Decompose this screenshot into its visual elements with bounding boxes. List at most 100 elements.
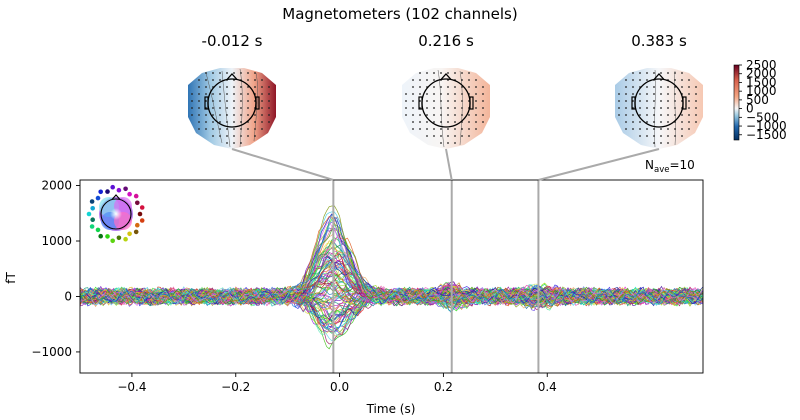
sensor-dot <box>240 135 242 137</box>
topomap-2-ear-left <box>418 96 423 110</box>
sensor-dot <box>660 121 662 123</box>
sensor-dot <box>426 128 428 130</box>
sensor-dot <box>447 114 449 116</box>
sensor-dot <box>219 107 221 109</box>
x-tick-label: −0.4 <box>117 380 146 394</box>
sensor-dot <box>447 86 449 88</box>
sensor-dot <box>247 135 249 137</box>
sensor-legend-dot <box>133 193 139 199</box>
sensor-dot <box>212 72 214 74</box>
colorbar-tick-label: 2000 <box>746 67 777 81</box>
sensor-dot <box>426 121 428 123</box>
sensor-dot <box>233 114 235 116</box>
sensor-dot <box>219 93 221 95</box>
y-axis-label: fT <box>4 272 18 284</box>
sensor-dot <box>426 93 428 95</box>
sensor-dot <box>475 93 477 95</box>
sensor-dot <box>646 93 648 95</box>
sensor-dot <box>440 72 442 74</box>
channel-trace <box>80 220 703 309</box>
x-tick-label: 0.0 <box>330 380 349 394</box>
sensor-legend-dot <box>98 189 103 195</box>
sensor-dot <box>660 86 662 88</box>
topomap-1-ear-left <box>204 96 209 110</box>
sensor-dot <box>247 114 249 116</box>
sensor-dot <box>419 72 421 74</box>
sensor-dot <box>454 142 456 144</box>
colorbar-tick-label: 2500 <box>746 58 777 72</box>
sensor-color-legend <box>86 184 145 244</box>
sensor-dot <box>447 128 449 130</box>
sensor-dot <box>268 86 270 88</box>
sensor-dot <box>667 128 669 130</box>
sensor-legend-dot <box>105 234 110 239</box>
sensor-dot <box>653 114 655 116</box>
sensor-dot <box>674 86 676 88</box>
sensor-dot <box>254 114 256 116</box>
sensor-dot <box>618 114 620 116</box>
sensor-legend-dot <box>123 236 128 242</box>
sensor-legend-dot <box>127 191 132 197</box>
sensor-dot <box>440 128 442 130</box>
sensor-dot <box>639 100 641 102</box>
sensor-dot <box>625 114 627 116</box>
sensor-dot <box>426 100 428 102</box>
sensor-dot <box>198 114 200 116</box>
sensor-dot <box>625 121 627 123</box>
sensor-dot <box>688 79 690 81</box>
sensor-dot <box>695 107 697 109</box>
channel-trace <box>80 218 703 312</box>
topomap-connector-line <box>231 148 334 181</box>
y-tick-label: 0 <box>64 289 72 303</box>
sensor-dot <box>468 121 470 123</box>
sensor-dot <box>482 107 484 109</box>
sensor-legend-dot <box>90 217 95 222</box>
trace-lines <box>80 205 703 350</box>
sensor-dot <box>632 72 634 74</box>
sensor-dot <box>625 100 627 102</box>
colorbar-tick-label: −1000 <box>746 119 787 133</box>
x-ticks: −0.4 −0.2 0.0 0.2 0.4 <box>117 373 557 394</box>
topomap-1-ear-right <box>255 96 260 110</box>
channel-trace <box>80 216 703 306</box>
sensor-dot <box>233 72 235 74</box>
sensor-legend-dot <box>123 186 128 192</box>
channel-trace <box>80 215 703 307</box>
sensor-dot <box>405 114 407 116</box>
sensor-dot <box>447 72 449 74</box>
sensor-dot <box>219 135 221 137</box>
sensor-dot <box>261 93 263 95</box>
sensor-dot <box>261 128 263 130</box>
topomap-3 <box>615 68 703 149</box>
sensor-dot <box>674 100 676 102</box>
sensor-dot <box>646 100 648 102</box>
sensor-dot <box>219 86 221 88</box>
sensor-dot <box>440 135 442 137</box>
sensor-dot <box>660 135 662 137</box>
sensor-dot <box>405 107 407 109</box>
sensor-dot <box>688 121 690 123</box>
sensor-dot <box>419 86 421 88</box>
sensor-legend-dot <box>137 211 143 217</box>
sensor-dot <box>240 121 242 123</box>
sensor-dot <box>219 72 221 74</box>
sensor-dot <box>468 114 470 116</box>
sensor-dot <box>646 72 648 74</box>
sensor-dot <box>233 93 235 95</box>
sensor-dot <box>667 107 669 109</box>
axes-frame-bg <box>80 180 703 373</box>
sensor-dot <box>646 121 648 123</box>
sensor-dot <box>688 107 690 109</box>
sensor-dot <box>254 121 256 123</box>
sensor-dot <box>212 121 214 123</box>
sensor-dot <box>639 79 641 81</box>
time-markers <box>332 180 540 373</box>
sensor-dot <box>240 128 242 130</box>
sensor-dot <box>212 100 214 102</box>
channel-trace <box>80 213 703 305</box>
sensor-dot <box>475 79 477 81</box>
sensor-dot <box>219 128 221 130</box>
sensor-legend-dot <box>110 238 115 244</box>
